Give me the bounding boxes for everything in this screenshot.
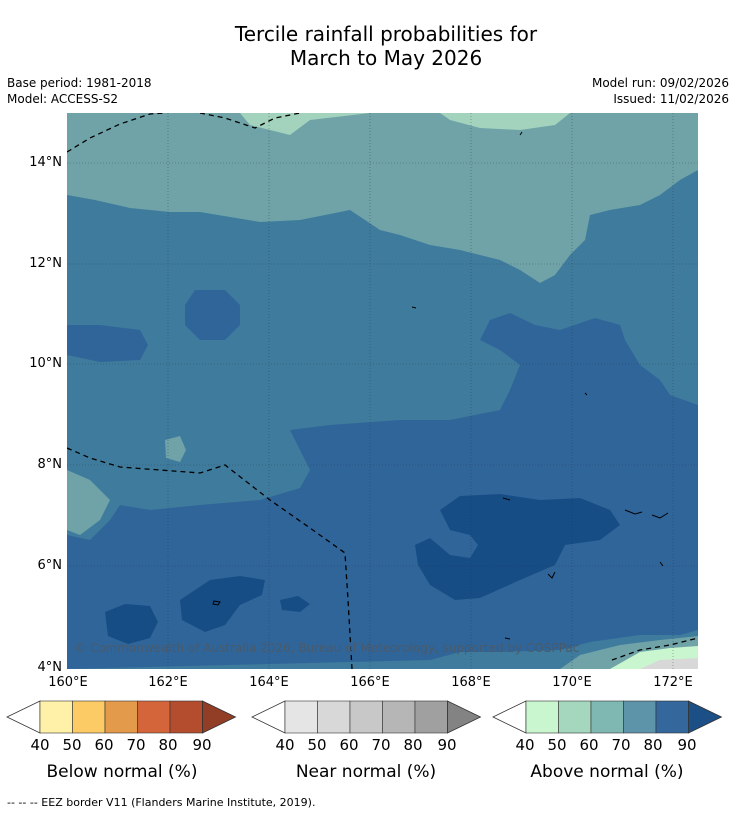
- legend-below-label: Below normal (%): [46, 762, 198, 782]
- legend-near: [251, 700, 482, 734]
- eez-footnote: -- -- -- EEZ border V11 (Flanders Marine…: [7, 796, 316, 809]
- legend-above-arrow-high: [688, 700, 723, 734]
- legend-above-arrow-low: [492, 700, 527, 734]
- legend-above-swatch: [590, 700, 624, 734]
- eez-line-se: [611, 637, 698, 661]
- legend-above-tick: 80: [643, 736, 663, 754]
- legend-below-tick: 50: [62, 736, 82, 754]
- legend-above-swatch: [558, 700, 592, 734]
- legend-near-tick: 50: [307, 736, 327, 754]
- lat-label-8n: 8°N: [37, 457, 63, 472]
- meta-left: Base period: 1981-2018 Model: ACCESS-S2: [7, 75, 152, 107]
- island: [651, 512, 669, 519]
- band-60-70-north: [67, 113, 698, 283]
- eez-borders: [67, 113, 698, 669]
- legend-near-tick: 70: [371, 736, 391, 754]
- lon-label-170e: 170°E: [552, 675, 592, 690]
- island: [547, 571, 556, 579]
- legend-near-arrow-high: [447, 700, 482, 734]
- band-60-70-west: [67, 470, 110, 535]
- probability-field: [67, 113, 698, 669]
- island: [584, 392, 588, 396]
- legend-near-swatch: [382, 700, 416, 734]
- lon-label-166e: 166°E: [350, 675, 390, 690]
- legend-near-tick: 90: [437, 736, 457, 754]
- legend-below-arrow-high: [202, 700, 237, 734]
- legend-above-tick: 40: [515, 736, 535, 754]
- legend-near-arrow-low: [251, 700, 286, 734]
- band-90-core-east: [415, 494, 620, 600]
- graticule: [67, 113, 698, 669]
- legend-above-swatch: [525, 700, 559, 734]
- legend-above-tick: 50: [547, 736, 567, 754]
- band-90-core-small: [280, 596, 310, 612]
- title-line-2: March to May 2026: [289, 46, 483, 70]
- island: [212, 600, 221, 606]
- legend-below-tick: 60: [94, 736, 114, 754]
- lon-label-168e: 168°E: [451, 675, 491, 690]
- band-80-90-patch-a: [67, 325, 148, 362]
- band-near-normal-south: [640, 658, 698, 669]
- island: [624, 509, 643, 515]
- legend-near-swatch: [349, 700, 383, 734]
- model-run: Model run: 09/02/2026: [591, 76, 729, 90]
- model-name: Model: ACCESS-S2: [7, 92, 119, 106]
- lon-label-160e: 160°E: [48, 675, 88, 690]
- legend-below: [6, 700, 237, 734]
- map-title: Tercile rainfall probabilities for March…: [0, 22, 736, 70]
- legend-below-swatch: [104, 700, 138, 734]
- legend-above-swatch: [623, 700, 657, 734]
- legend-below-tick: 70: [126, 736, 146, 754]
- lon-label-164e: 164°E: [249, 675, 289, 690]
- eez-line-n: [199, 113, 301, 129]
- lat-label-12n: 12°N: [29, 256, 62, 271]
- lat-label-10n: 10°N: [29, 356, 62, 371]
- legend-near-tick: 60: [339, 736, 359, 754]
- band-90-core-west: [105, 604, 158, 644]
- islands: [212, 131, 669, 640]
- lat-label-6n: 6°N: [37, 558, 63, 573]
- island: [411, 306, 417, 309]
- legend-above-tick: 70: [611, 736, 631, 754]
- lon-label-172e: 172°E: [653, 675, 693, 690]
- legend-above-tick: 90: [677, 736, 697, 754]
- band-50-60-top-right: [440, 113, 570, 130]
- legend-above: [492, 700, 723, 734]
- legend-below-swatch: [39, 700, 73, 734]
- legend-above-label: Above normal (%): [530, 762, 684, 782]
- legend-below-tick: 40: [30, 736, 50, 754]
- lat-label-4n: 4°N: [37, 660, 63, 675]
- base-period: Base period: 1981-2018: [7, 76, 152, 90]
- issued-date: Issued: 11/02/2026: [613, 92, 729, 106]
- lon-label-162e: 162°E: [148, 675, 188, 690]
- legend-near-swatch: [317, 700, 351, 734]
- lat-label-14n: 14°N: [29, 155, 62, 170]
- legend-below-swatch: [169, 700, 203, 734]
- legend-below-swatch: [137, 700, 171, 734]
- legend-below-arrow-low: [6, 700, 41, 734]
- island: [659, 561, 664, 567]
- island: [504, 637, 511, 640]
- legend-near-tick: 40: [275, 736, 295, 754]
- legend-above-swatch: [655, 700, 689, 734]
- legend-near-swatch: [414, 700, 448, 734]
- copyright-notice: © Commonwealth of Australia 2026, Bureau…: [74, 641, 580, 655]
- band-90-core-mid: [180, 576, 265, 632]
- eez-line-central: [67, 447, 353, 669]
- legend-near-tick: 80: [403, 736, 423, 754]
- title-line-1: Tercile rainfall probabilities for: [234, 22, 538, 46]
- legend-below-tick: 90: [192, 736, 212, 754]
- band-60-70-island: [165, 436, 186, 462]
- band-80-90-patch-b: [185, 290, 240, 340]
- legend-above-tick: 60: [579, 736, 599, 754]
- legend-below-tick: 80: [158, 736, 178, 754]
- meta-right: Model run: 09/02/2026 Issued: 11/02/2026: [592, 75, 729, 107]
- legend-near-label: Near normal (%): [295, 762, 437, 782]
- island: [502, 497, 511, 501]
- band-50-60-top-left: [130, 113, 370, 135]
- legend-near-swatch: [284, 700, 318, 734]
- legend-below-swatch: [72, 700, 106, 734]
- island: [519, 131, 523, 136]
